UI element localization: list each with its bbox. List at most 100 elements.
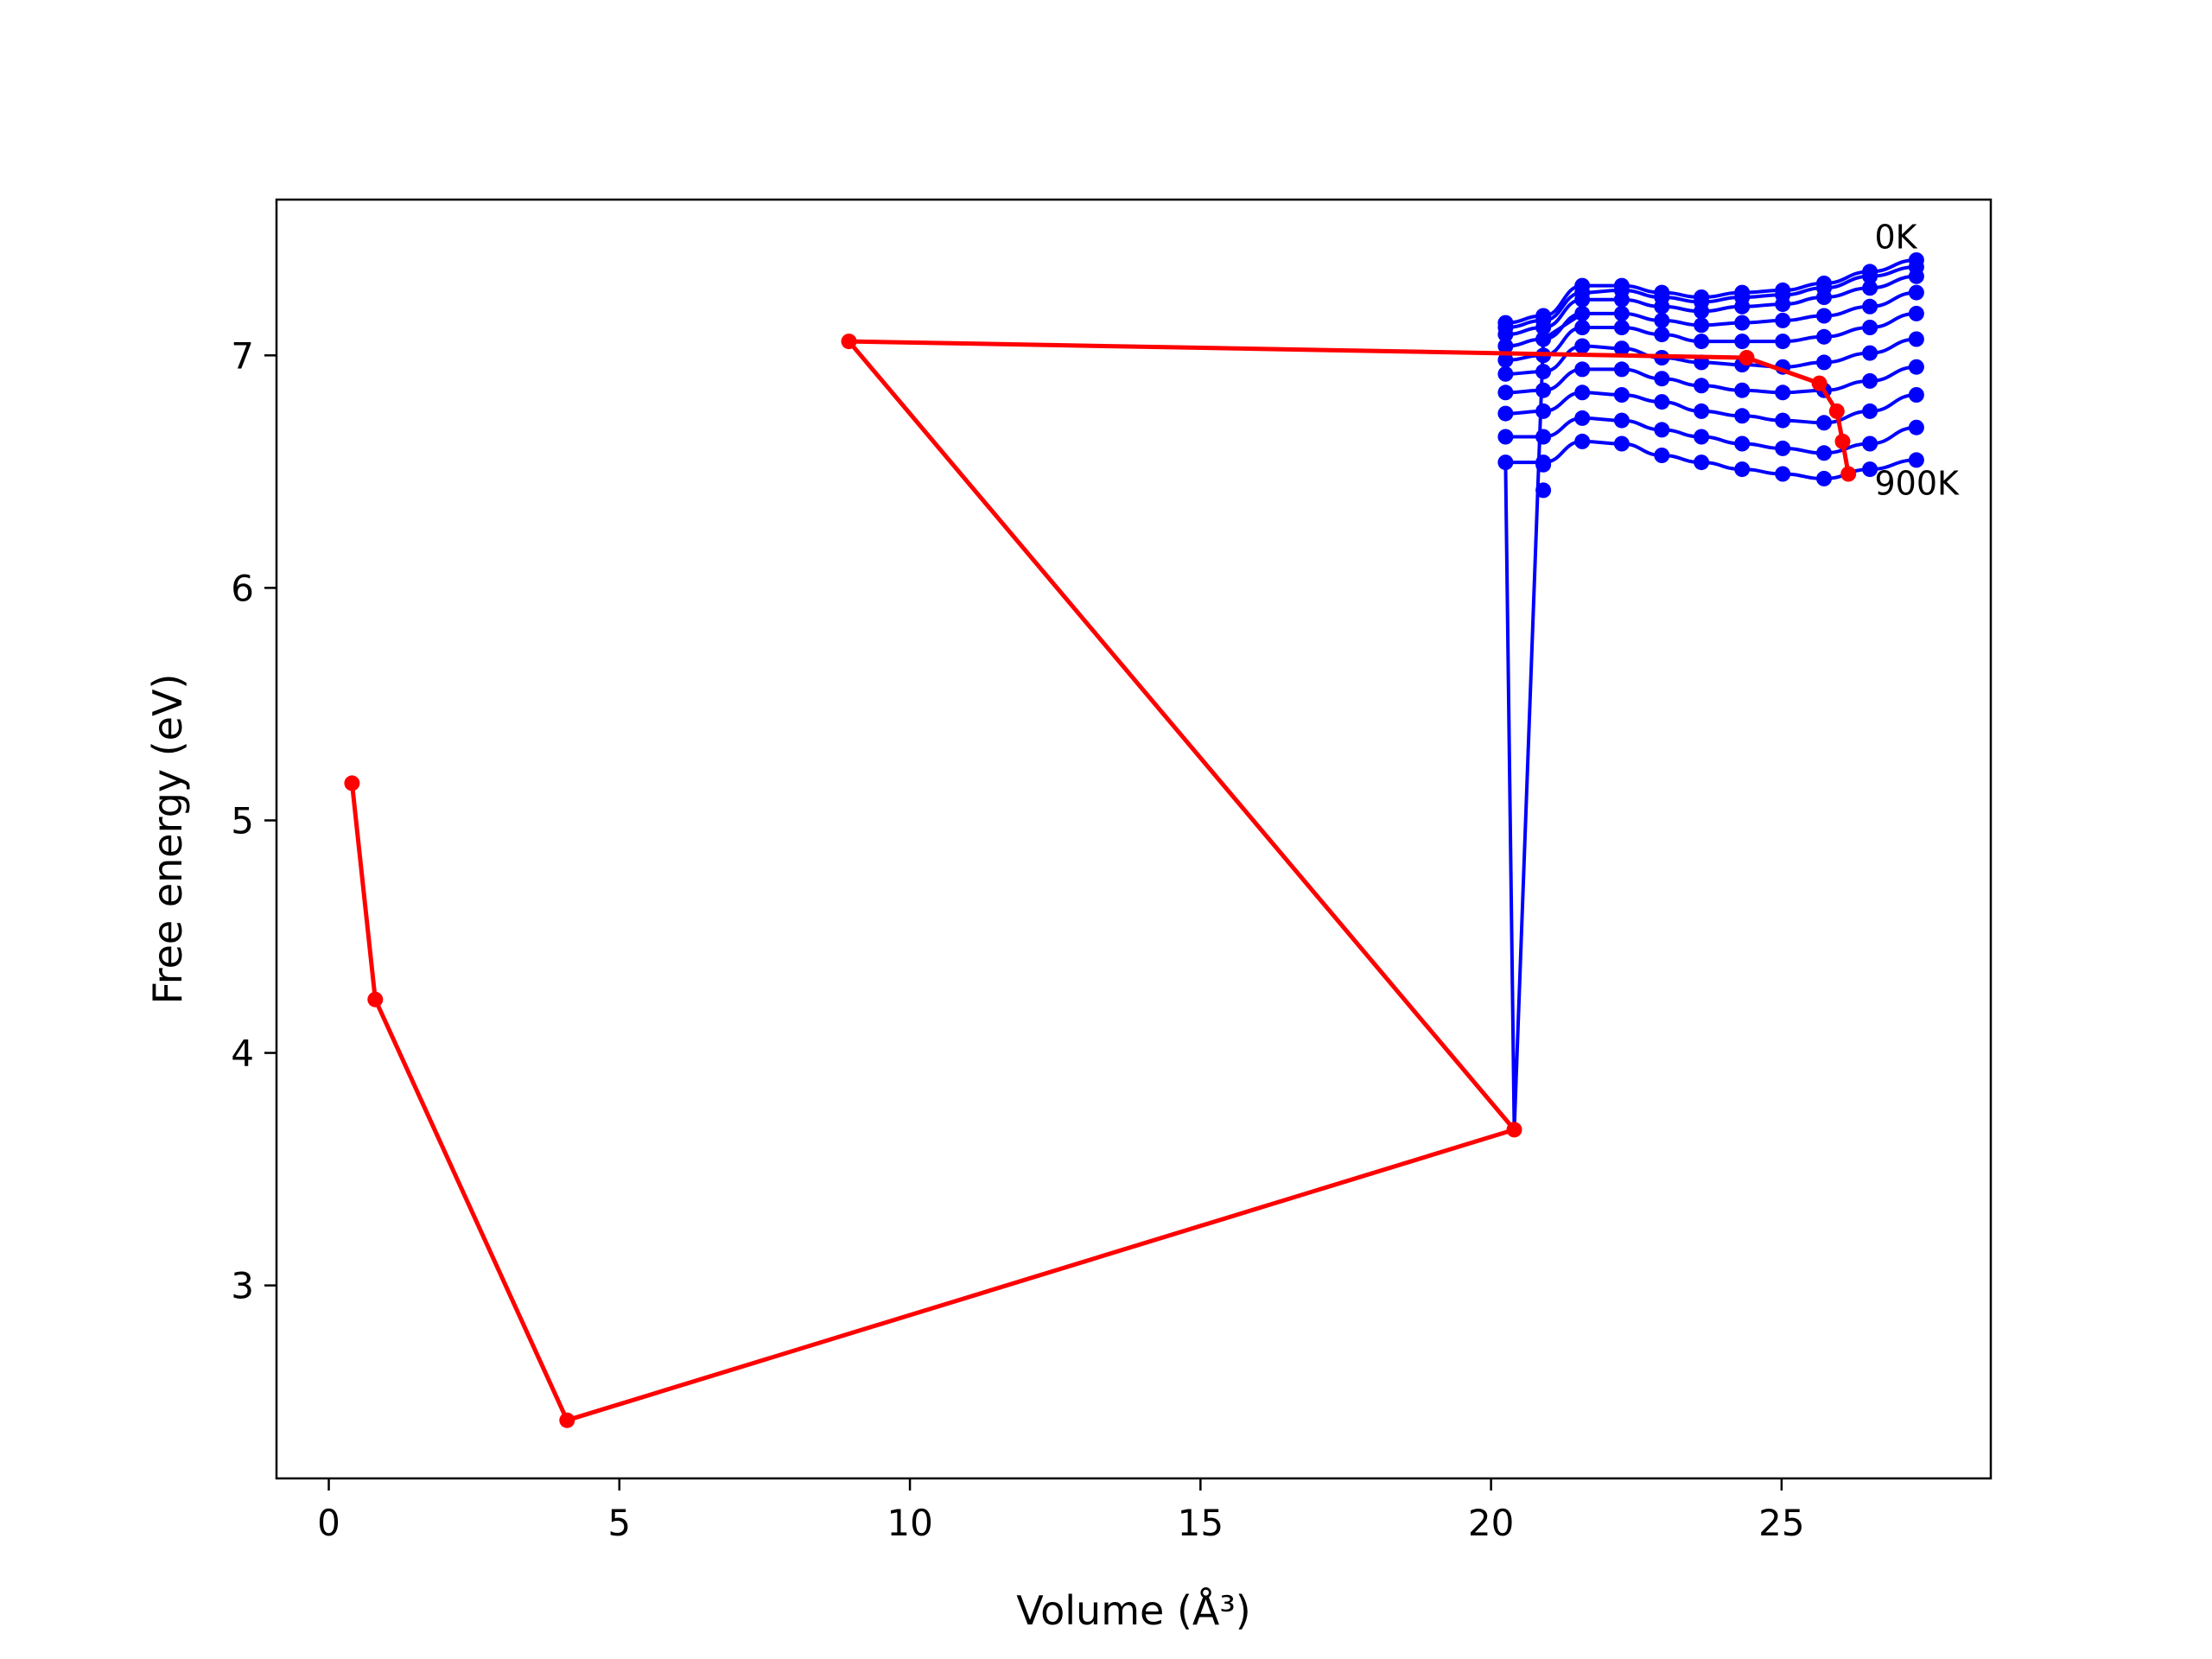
y-tick-label-5: 5	[231, 799, 254, 842]
series-point-8-5	[1694, 429, 1710, 445]
fit-spike	[1503, 312, 1584, 1130]
minima-point-6	[1811, 375, 1827, 391]
series-point-5-10	[1908, 331, 1924, 347]
series-point-8-8	[1816, 445, 1832, 461]
series-point-9-8	[1816, 470, 1832, 486]
series-point-8-3	[1613, 412, 1630, 429]
series-point-3-6	[1734, 315, 1751, 331]
series-point-7-7	[1775, 412, 1791, 429]
series-point-3-9	[1862, 298, 1878, 315]
series-point-7-5	[1694, 403, 1710, 419]
series-point-9-10	[1908, 452, 1924, 468]
series-point-6-9	[1862, 372, 1878, 389]
series-point-8-10	[1908, 419, 1924, 435]
series-point-4-8	[1816, 328, 1832, 345]
series-point-9-3	[1613, 435, 1630, 452]
x-tick-label-15: 15	[1178, 1502, 1224, 1544]
series-point-2-4	[1654, 298, 1670, 315]
series-point-2-9	[1862, 280, 1878, 296]
series-point-2-5	[1694, 303, 1710, 320]
series-point-4-3	[1613, 320, 1630, 335]
minima-point-8	[1834, 433, 1851, 449]
y-axis: 3 4 5 6 7	[231, 334, 276, 1307]
series-point-3-8	[1816, 308, 1832, 324]
series-point-3-0	[1497, 338, 1514, 354]
axes-frame	[275, 198, 1993, 1480]
series-point-5-0	[1497, 365, 1514, 382]
series-point-2-1	[1535, 320, 1552, 335]
series-point-9-9	[1862, 461, 1878, 478]
series-point-3-4	[1654, 312, 1670, 328]
y-tick-label-4: 4	[231, 1033, 254, 1075]
series-point-3-7	[1775, 312, 1791, 328]
series-point-7-10	[1908, 387, 1924, 403]
series-point-2-3	[1613, 291, 1630, 308]
minima-point-9	[1840, 466, 1857, 482]
series-point-7-2	[1574, 385, 1591, 401]
series-point-8-6	[1734, 435, 1751, 452]
series-point-1-9	[1862, 268, 1878, 284]
x-axis-label: Volume (Å³)	[1016, 1587, 1251, 1634]
series-point-6-0	[1497, 385, 1514, 401]
series-point-2-0	[1497, 327, 1514, 343]
series-point-4-2	[1574, 320, 1591, 335]
series-point-7-6	[1734, 408, 1751, 424]
series-point-8-2	[1574, 410, 1591, 426]
series-point-3-10	[1908, 284, 1924, 301]
y-tick-label-3: 3	[231, 1265, 254, 1307]
series-point-8-4	[1654, 422, 1670, 438]
annotation-1: 900K	[1875, 465, 1961, 503]
series-point-7-0	[1497, 405, 1514, 422]
series-point-7-4	[1654, 394, 1670, 410]
series-point-9-7	[1775, 466, 1791, 482]
series-point-4-7	[1775, 334, 1791, 350]
minima-point-4	[841, 334, 857, 350]
series-point-5-9	[1862, 345, 1878, 361]
series-point-6-1	[1535, 382, 1552, 398]
series-point-6-3	[1613, 361, 1630, 378]
minima-point-2	[559, 1412, 575, 1428]
series-point-4-5	[1694, 334, 1710, 350]
series-point-8-0	[1497, 429, 1514, 445]
x-tick-label-0: 0	[317, 1502, 340, 1544]
y-tick-label-6: 6	[231, 567, 254, 609]
annotations: 0K 900K	[1875, 219, 1961, 503]
series-point-4-6	[1734, 334, 1751, 350]
annotation-0: 0K	[1875, 219, 1918, 257]
series-point-6-4	[1654, 371, 1670, 387]
series-point-3-5	[1694, 317, 1710, 334]
series-point-5-8	[1816, 354, 1832, 371]
series-point-7-8	[1816, 415, 1832, 431]
series-point-2-6	[1734, 298, 1751, 315]
series-point-2-7	[1775, 296, 1791, 313]
series-point-9-2	[1574, 433, 1591, 449]
y-tick-label-7: 7	[231, 334, 254, 377]
series-point-6-6	[1734, 382, 1751, 398]
y-axis-label: Free energy (eV)	[144, 674, 191, 1005]
series-point-2-8	[1816, 289, 1832, 305]
x-tick-label-10: 10	[887, 1502, 932, 1544]
series-point-6-2	[1574, 361, 1591, 378]
series-point-9-4	[1654, 448, 1670, 463]
series-point-4-10	[1908, 305, 1924, 321]
minima-line	[349, 339, 1851, 1423]
minima-point-0	[344, 775, 360, 791]
series-point-7-9	[1862, 403, 1878, 419]
series-point-6-7	[1775, 385, 1791, 401]
series-point-6-10	[1908, 359, 1924, 375]
minima-point-5	[1738, 350, 1755, 365]
x-tick-label-20: 20	[1468, 1502, 1514, 1544]
series-point-8-7	[1775, 440, 1791, 456]
x-tick-label-25: 25	[1758, 1502, 1804, 1544]
series-point-8-9	[1862, 435, 1878, 452]
minima-point-7	[1828, 403, 1845, 419]
series-point-7-1	[1535, 403, 1552, 419]
series-point-4-0	[1497, 352, 1514, 368]
minima-point-1	[367, 991, 384, 1007]
series-point-3-3	[1613, 305, 1630, 321]
series-point-9-6	[1734, 461, 1751, 478]
minima-point-3	[1506, 1122, 1522, 1138]
series-point-5-3	[1613, 340, 1630, 357]
